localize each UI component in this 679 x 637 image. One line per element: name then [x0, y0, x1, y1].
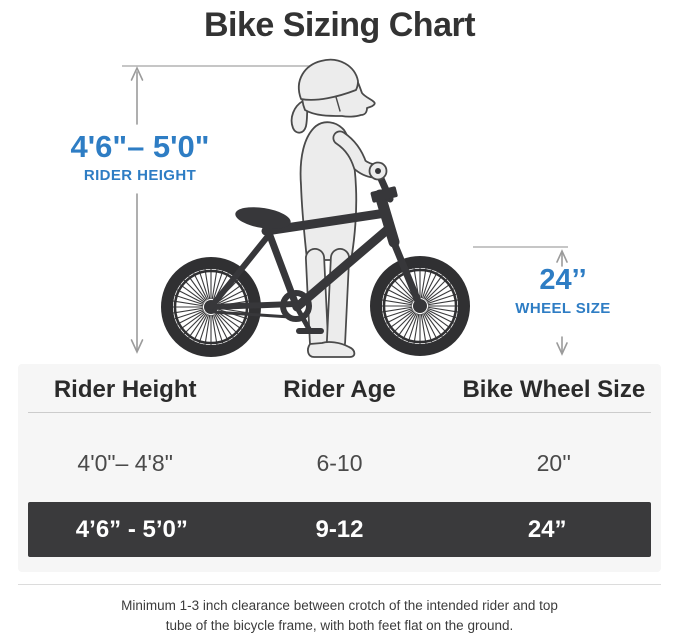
rider-height-range: 4'6"– 5'0" — [70, 129, 210, 164]
cell-wheel-size: 20'' — [536, 450, 571, 476]
wheel-size-caption: WHEEL SIZE — [515, 300, 611, 317]
footer-divider — [18, 584, 661, 585]
wheel-size-value: 24’’ — [539, 264, 587, 296]
table-row: 4'0"– 4'8" 6-10 20'' — [18, 450, 661, 477]
cell-rider-age: 9-12 — [315, 515, 364, 543]
header-rider-age: Rider Age — [283, 376, 396, 403]
page-title: Bike Sizing Chart — [203, 6, 476, 44]
rider-height-caption: RIDER HEIGHT — [83, 167, 197, 184]
footer-note: Minimum 1-3 inch clearance between crotc… — [0, 596, 679, 637]
front-wheel — [370, 256, 470, 356]
footer-note-line1: Minimum 1-3 inch clearance between crotc… — [121, 598, 558, 613]
cell-rider-age: 6-10 — [316, 450, 363, 476]
rider-foot — [307, 341, 356, 358]
header-divider — [28, 412, 651, 413]
sizing-table: Rider Height Rider Age Bike Wheel Size 4… — [18, 364, 661, 572]
header-rider-height: Rider Height — [53, 376, 197, 403]
rider-height-label: 4'6"– 5'0" RIDER HEIGHT — [40, 131, 240, 184]
wheel-size-label: 24’’ WHEEL SIZE — [478, 264, 648, 318]
table-row-highlighted: 4’6” - 5’0” 9-12 24” — [28, 502, 651, 557]
cell-rider-height: 4’6” - 5’0” — [75, 515, 188, 543]
footer-note-line2: tube of the bicycle frame, with both fee… — [165, 618, 514, 634]
bike-illustration — [161, 161, 470, 357]
rider-helmet — [298, 58, 359, 101]
cell-rider-height: 4'0"– 4'8" — [77, 450, 173, 476]
sizing-table-header-row: Rider Height Rider Age Bike Wheel Size — [18, 376, 661, 404]
wheel-size-measure-arrow — [473, 246, 568, 356]
header-bike-wheel-size: Bike Wheel Size — [462, 376, 646, 403]
cell-wheel-size: 24” — [527, 515, 567, 543]
rear-wheel — [161, 257, 261, 357]
